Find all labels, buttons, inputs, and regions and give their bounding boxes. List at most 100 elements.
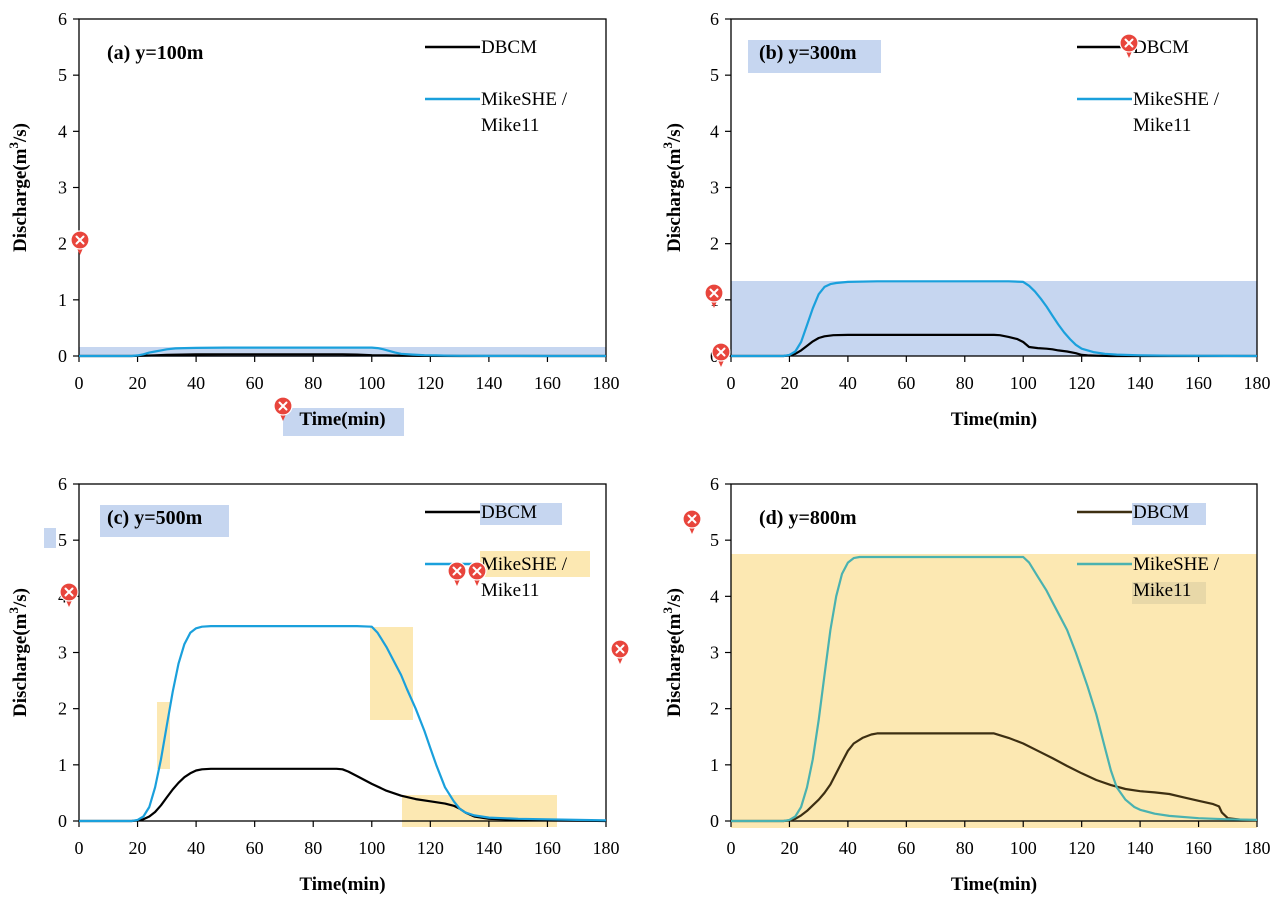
x-tick-label: 0 bbox=[75, 838, 84, 858]
y-tick-label: 4 bbox=[710, 121, 719, 141]
x-tick-label: 180 bbox=[593, 373, 620, 393]
panel-label: (d) y=800m bbox=[759, 507, 857, 529]
series-line-dbcm bbox=[731, 732, 1258, 823]
x-tick-label: 60 bbox=[246, 838, 264, 858]
highlight-box-12 bbox=[370, 627, 413, 720]
highlight-box-2 bbox=[748, 40, 881, 73]
y-tick-label: 1 bbox=[710, 755, 719, 775]
legend-label-mikeshe: MikeSHE / bbox=[481, 89, 568, 110]
panel-label: (b) y=300m bbox=[759, 42, 857, 64]
y-tick-label: 2 bbox=[58, 234, 67, 254]
x-marker-pin-icon[interactable] bbox=[59, 582, 79, 607]
x-marker-pin-icon[interactable] bbox=[1119, 33, 1139, 58]
highlight-box-5 bbox=[480, 503, 562, 525]
legend-label-mikeshe: MikeSHE / bbox=[481, 554, 568, 575]
y-tick-label: 5 bbox=[710, 65, 719, 85]
series-line-mikeshe-mike11 bbox=[731, 555, 1258, 823]
x-marker-pin-icon[interactable] bbox=[682, 509, 702, 534]
panel-label: (c) y=500m bbox=[107, 507, 203, 529]
x-tick-label: 60 bbox=[897, 373, 915, 393]
x-tick-label: 100 bbox=[1010, 373, 1037, 393]
y-axis-title: Discharge(m3/s) bbox=[6, 123, 31, 252]
y-tick-label: 3 bbox=[710, 178, 719, 198]
x-tick-label: 140 bbox=[1127, 838, 1154, 858]
y-tick-label: 6 bbox=[710, 474, 719, 494]
y-tick-label: 4 bbox=[58, 121, 67, 141]
legend-label-mikeshe-cont: Mike11 bbox=[481, 580, 539, 601]
y-tick-label: 6 bbox=[58, 9, 67, 29]
legend-label-mikeshe: MikeSHE / bbox=[1133, 554, 1220, 575]
highlight-box-0 bbox=[79, 347, 606, 357]
y-tick-label: 0 bbox=[58, 811, 67, 831]
y-tick-label: 5 bbox=[58, 530, 67, 550]
x-axis-title: Time(min) bbox=[951, 874, 1037, 895]
highlight-box-11 bbox=[157, 702, 170, 769]
x-marker-pin-icon[interactable] bbox=[704, 283, 724, 308]
y-tick-label: 5 bbox=[58, 65, 67, 85]
annotation-layer bbox=[59, 33, 1139, 664]
x-marker-pin-icon[interactable] bbox=[447, 561, 467, 586]
legend-label-dbcm: DBCM bbox=[1133, 502, 1189, 523]
y-tick-label: 6 bbox=[58, 474, 67, 494]
x-tick-label: 100 bbox=[358, 838, 385, 858]
x-tick-label: 40 bbox=[187, 838, 205, 858]
highlight-box-1 bbox=[283, 408, 404, 436]
x-tick-label: 20 bbox=[780, 838, 798, 858]
legend-label-dbcm: DBCM bbox=[481, 502, 537, 523]
x-tick-label: 80 bbox=[956, 373, 974, 393]
x-tick-label: 40 bbox=[187, 373, 205, 393]
series-line-mikeshe-mike11 bbox=[731, 280, 1258, 358]
x-tick-label: 40 bbox=[839, 373, 857, 393]
highlight-box-8 bbox=[1132, 503, 1206, 525]
x-tick-label: 160 bbox=[534, 838, 561, 858]
y-axis-title: Discharge(m3/s) bbox=[660, 123, 685, 252]
x-tick-label: 180 bbox=[1244, 373, 1271, 393]
x-tick-label: 0 bbox=[727, 838, 736, 858]
highlight-box-4 bbox=[100, 505, 229, 537]
x-marker-pin-icon[interactable] bbox=[610, 639, 630, 664]
y-tick-label: 6 bbox=[710, 9, 719, 29]
x-tick-label: 80 bbox=[304, 838, 322, 858]
panel-label: (a) y=100m bbox=[107, 42, 204, 64]
x-tick-label: 180 bbox=[593, 838, 620, 858]
x-tick-label: 100 bbox=[358, 373, 385, 393]
x-tick-label: 40 bbox=[839, 838, 857, 858]
x-tick-label: 140 bbox=[475, 373, 502, 393]
y-tick-label: 0 bbox=[710, 811, 719, 831]
chart-panel-1: 0123456020406080100120140160180Time(min)… bbox=[660, 9, 1271, 430]
highlight-box-9 bbox=[1132, 582, 1206, 604]
x-marker-pin-icon[interactable] bbox=[70, 230, 90, 255]
x-axis-title: Time(min) bbox=[299, 874, 385, 895]
x-tick-label: 20 bbox=[129, 373, 147, 393]
x-tick-label: 80 bbox=[304, 373, 322, 393]
x-tick-label: 140 bbox=[1127, 373, 1154, 393]
x-tick-label: 20 bbox=[129, 838, 147, 858]
highlight-layer bbox=[44, 40, 1257, 828]
x-tick-label: 20 bbox=[780, 373, 798, 393]
y-tick-label: 3 bbox=[58, 178, 67, 198]
legend-label-dbcm: DBCM bbox=[1133, 37, 1189, 58]
legend-label-mikeshe: MikeSHE / bbox=[1133, 89, 1220, 110]
y-axis-title: Discharge(m3/s) bbox=[660, 588, 685, 717]
y-tick-label: 2 bbox=[710, 699, 719, 719]
x-tick-label: 160 bbox=[1185, 838, 1212, 858]
legend-label-mikeshe-cont: Mike11 bbox=[481, 115, 539, 136]
legend-label-dbcm: DBCM bbox=[481, 37, 537, 58]
y-tick-label: 1 bbox=[58, 290, 67, 310]
x-marker-pin-icon[interactable] bbox=[711, 342, 731, 367]
x-tick-label: 0 bbox=[75, 373, 84, 393]
y-tick-label: 2 bbox=[710, 234, 719, 254]
x-marker-pin-icon[interactable] bbox=[467, 561, 487, 586]
x-marker-pin-icon[interactable] bbox=[273, 396, 293, 421]
y-tick-label: 3 bbox=[58, 643, 67, 663]
series-line-mikeshe-mike11 bbox=[79, 346, 606, 358]
y-axis-title: Discharge(m3/s) bbox=[6, 588, 31, 717]
x-tick-label: 120 bbox=[417, 838, 444, 858]
x-tick-label: 0 bbox=[727, 373, 736, 393]
x-tick-label: 120 bbox=[417, 373, 444, 393]
y-tick-label: 3 bbox=[710, 643, 719, 663]
